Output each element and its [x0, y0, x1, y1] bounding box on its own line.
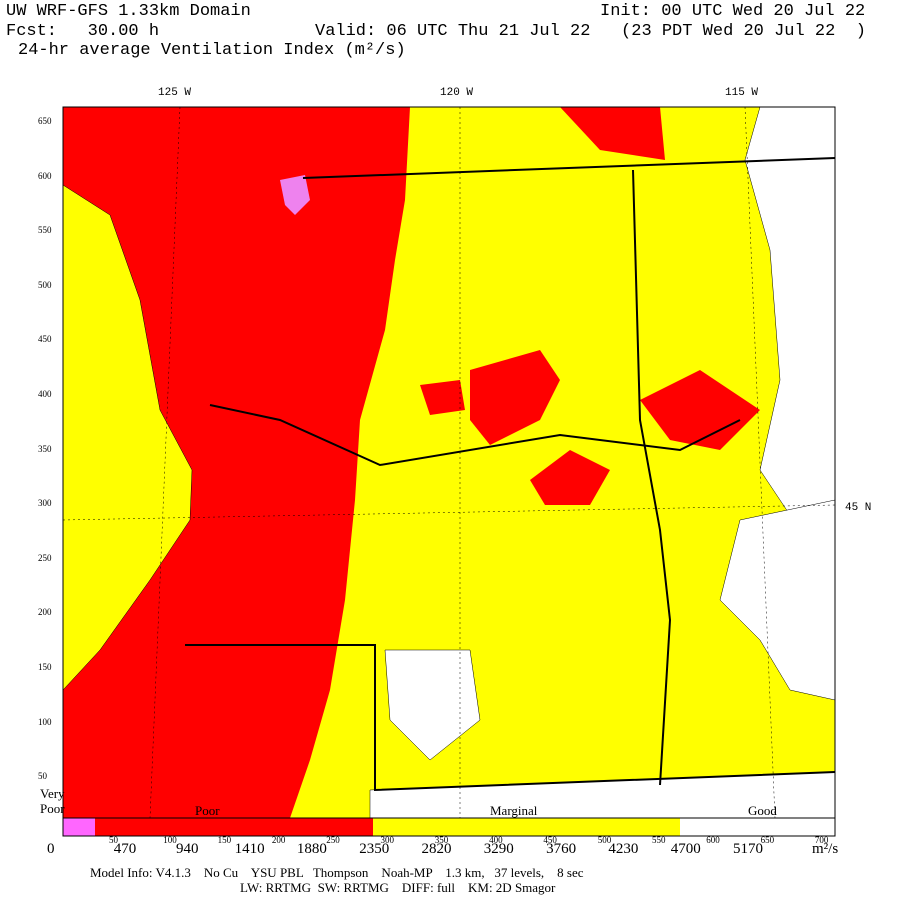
lon-label: 115 W [725, 87, 759, 99]
x-grid-label: 700 [814, 835, 829, 845]
colorbar-segment [680, 818, 835, 836]
colorbar-label: 4700 [670, 841, 701, 857]
border [185, 644, 836, 792]
colorbar-label: 940 [176, 841, 199, 857]
colorbar-frame [62, 817, 836, 837]
y-grid-label: 150 [38, 662, 52, 672]
x-grid-label: 550 [652, 835, 666, 845]
y-grid-label: 450 [38, 334, 52, 345]
y-grid-label: 550 [38, 225, 52, 236]
colorbar-segment [95, 818, 373, 836]
y-grid-label: 300 [38, 498, 52, 509]
x-grid-label: 300 [380, 835, 395, 845]
y-grid-label: 50 [38, 771, 47, 782]
colorbar-unit: m²/s [812, 841, 839, 857]
lat-line [62, 504, 836, 521]
x-grid-label: 350 [434, 835, 449, 845]
legend-category: Poor [195, 803, 220, 818]
red-patch [560, 107, 665, 160]
legend-category: Marginal [490, 803, 538, 818]
init-time: Init: 00 UTC Wed 20 Jul 22 [600, 2, 866, 21]
y-grid-label: 100 [38, 716, 52, 727]
x-grid-label: 250 [326, 835, 340, 845]
y-grid-label: 400 [38, 389, 52, 399]
y-grid-label: 650 [38, 116, 52, 126]
red-zone [63, 107, 410, 818]
x-grid-label: 50 [109, 835, 118, 845]
footer-line: Model Info: V4.1.3 No Cu YSU PBL Thompso… [90, 865, 584, 880]
x-grid-label: 600 [706, 835, 720, 845]
colorbar-label: 470 [113, 841, 137, 857]
colorbar-segment [63, 818, 95, 836]
water-patch [280, 175, 310, 215]
ocean-zone [62, 184, 193, 691]
x-grid-label: 450 [543, 835, 557, 845]
x-grid-label: 500 [597, 835, 612, 845]
footer-line: LW: RRTMG SW: RRTMG DIFF: full KM: 2D Sm… [240, 880, 556, 895]
y-grid-label: 350 [38, 443, 52, 454]
y-grid-label: 600 [38, 170, 52, 181]
legend-category: Very Poor [40, 786, 65, 816]
y-grid-label: 500 [38, 279, 52, 290]
lon-label: 120 W [440, 87, 474, 99]
colorbar-label: 3760 [546, 841, 577, 857]
red-patch [530, 450, 610, 505]
border [632, 169, 672, 786]
lon-label: 125 W [158, 87, 192, 99]
red-patch [420, 380, 465, 415]
colorbar-label: 3290 [483, 841, 514, 857]
field-title: 24-hr average Ventilation Index (m²/s) [18, 41, 406, 60]
red-patch [470, 350, 560, 445]
colorbar-label: 0 [47, 841, 55, 857]
y-grid-label: 250 [38, 552, 52, 563]
colorbar-label: 2820 [421, 841, 452, 857]
colorbar-label: 1410 [234, 841, 265, 857]
model-title: UW WRF-GFS 1.33km Domain [6, 2, 251, 21]
colorbar-label: 5170 [733, 841, 763, 857]
x-grid-label: 650 [760, 835, 775, 845]
red-patch [640, 370, 760, 450]
colorbar-label: 2350 [359, 841, 390, 857]
valid-time: Valid: 06 UTC Thu 21 Jul 22 (23 PDT Wed … [315, 22, 866, 41]
legend-category: Good [748, 803, 777, 818]
lon-line [744, 106, 776, 819]
colorbar-label: 1880 [296, 841, 327, 857]
border [209, 404, 741, 467]
x-grid-label: 150 [217, 835, 232, 845]
border [302, 157, 836, 179]
y-grid-label: 200 [38, 607, 52, 618]
x-grid-label: 400 [489, 835, 503, 845]
lat-label: 45 N [845, 502, 872, 514]
lon-line [149, 106, 181, 819]
white-zone [384, 649, 481, 761]
x-grid-label: 100 [163, 835, 177, 845]
colorbar-label: 4230 [608, 841, 639, 857]
forecast-hour: Fcst: 30.00 h [6, 22, 160, 41]
colorbar-segment [373, 818, 680, 836]
x-grid-label: 200 [271, 835, 286, 845]
